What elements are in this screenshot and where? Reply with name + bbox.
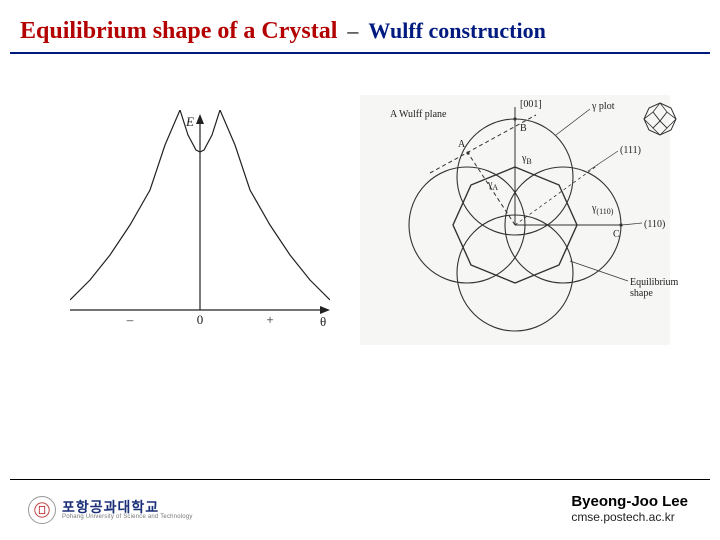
label-point-a: A bbox=[458, 139, 466, 150]
label-point-b: B bbox=[520, 123, 527, 134]
author-url: cmse.postech.ac.kr bbox=[571, 510, 688, 524]
footer-rule bbox=[10, 479, 710, 480]
footer: 포항공과대학교 Pohang University of Science and… bbox=[20, 486, 700, 530]
x-axis-label: θ bbox=[320, 314, 326, 329]
figure-energy-vs-theta: E θ – 0 + bbox=[70, 110, 330, 330]
logo-crest-icon bbox=[28, 496, 56, 524]
x-tick-minus: – bbox=[126, 312, 134, 327]
author-name: Byeong-Joo Lee bbox=[571, 493, 688, 510]
label-gamma-plot: γ plot bbox=[591, 101, 615, 112]
logo-text-kr: 포항공과대학교 bbox=[62, 500, 193, 514]
label-110: (110) bbox=[644, 219, 665, 230]
author-block: Byeong-Joo Lee cmse.postech.ac.kr bbox=[571, 493, 688, 524]
x-tick-zero: 0 bbox=[197, 312, 204, 327]
title-underline bbox=[10, 52, 710, 54]
title-row: Equilibrium shape of a Crystal – Wulff c… bbox=[20, 18, 700, 45]
title-separator: – bbox=[347, 18, 358, 43]
label-111: (111) bbox=[620, 145, 641, 156]
x-tick-plus: + bbox=[266, 312, 273, 327]
label-001: [001] bbox=[520, 99, 542, 110]
university-logo: 포항공과대학교 Pohang University of Science and… bbox=[28, 496, 193, 524]
figure-wulff-construction: [001] A Wulff plane γ plot A B C γB γA (… bbox=[360, 95, 700, 345]
title-sub: Wulff construction bbox=[368, 18, 545, 43]
title-main: Equilibrium shape of a Crystal bbox=[20, 18, 337, 44]
label-wulff-plane: A Wulff plane bbox=[390, 109, 447, 120]
logo-text-en: Pohang University of Science and Technol… bbox=[62, 514, 193, 520]
label-point-c: C bbox=[613, 229, 620, 240]
y-axis-label: E bbox=[185, 114, 194, 129]
